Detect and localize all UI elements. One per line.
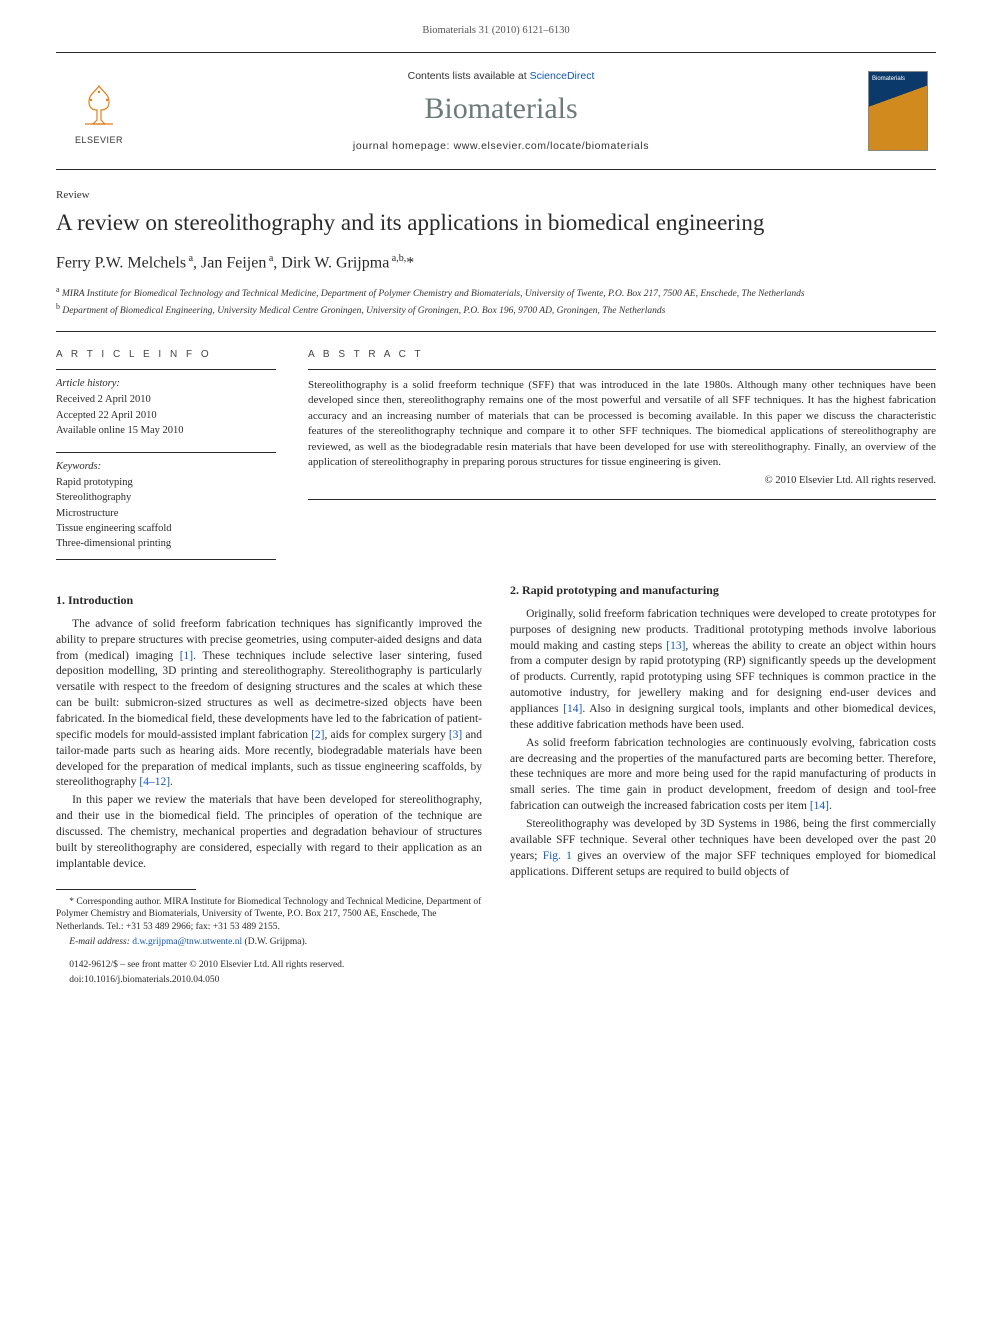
keyword-4: Tissue engineering scaffold (56, 521, 276, 536)
ref-link-1[interactable]: [1] (180, 650, 193, 662)
article-info-column: A R T I C L E I N F O Article history: R… (56, 348, 276, 561)
s2p2-a: As solid freeform fabrication technologi… (510, 737, 936, 812)
section-2-heading: 2. Rapid prototyping and manufacturing (510, 582, 936, 599)
publisher-logo-block: ELSEVIER (56, 53, 142, 169)
email-label: E-mail address: (69, 937, 130, 947)
journal-homepage-line: journal homepage: www.elsevier.com/locat… (353, 139, 649, 153)
author-list: Ferry P.W. Melchels a, Jan Feijen a, Dir… (56, 252, 936, 274)
email-footnote: E-mail address: d.w.grijpma@tnw.utwente.… (56, 936, 482, 949)
s1p1-b: . These techniques include selective las… (56, 650, 482, 741)
ref-link-14b[interactable]: [14] (810, 800, 829, 812)
corresponding-author-footnote: * Corresponding author. MIRA Institute f… (56, 896, 482, 934)
abstract-column: A B S T R A C T Stereolithography is a s… (308, 348, 936, 561)
ref-link-2[interactable]: [2] (311, 729, 324, 741)
corresponding-email-link[interactable]: d.w.grijpma@tnw.utwente.nl (132, 937, 242, 947)
article-info-head: A R T I C L E I N F O (56, 348, 276, 362)
ref-link-14a[interactable]: [14] (563, 703, 582, 715)
running-head: Biomaterials 31 (2010) 6121–6130 (56, 24, 936, 38)
keyword-3: Microstructure (56, 506, 276, 521)
masthead-center: Contents lists available at ScienceDirec… (142, 53, 860, 169)
affiliation-b-text: Department of Biomedical Engineering, Un… (62, 306, 665, 316)
journal-masthead: ELSEVIER Contents lists available at Sci… (56, 52, 936, 170)
cover-label: Biomaterials (872, 75, 924, 83)
publisher-name: ELSEVIER (75, 134, 123, 146)
history-received: Received 2 April 2010 (56, 392, 276, 407)
keyword-5: Three-dimensional printing (56, 536, 276, 551)
email-who: (D.W. Grijpma). (245, 937, 307, 947)
section-2-para-1: Originally, solid freeform fabrication t… (510, 607, 936, 734)
author-1: Ferry P.W. Melchels (56, 254, 186, 271)
doi-line: doi:10.1016/j.biomaterials.2010.04.050 (56, 974, 482, 987)
s1p1-c: , aids for complex surgery (325, 729, 449, 741)
abstract-head: A B S T R A C T (308, 348, 936, 362)
info-abstract-row: A R T I C L E I N F O Article history: R… (56, 331, 936, 561)
author-2-affil: a (266, 253, 273, 264)
section-1-heading: 1. Introduction (56, 592, 482, 609)
homepage-prefix: journal homepage: (353, 140, 454, 152)
author-1-affil: a (186, 253, 193, 264)
affiliation-a-text: MIRA Institute for Biomedical Technology… (62, 289, 805, 299)
ref-link-13[interactable]: [13] (666, 640, 685, 652)
history-online: Available online 15 May 2010 (56, 423, 276, 438)
affiliations: a MIRA Institute for Biomedical Technolo… (56, 284, 936, 319)
sciencedirect-link[interactable]: ScienceDirect (530, 70, 595, 82)
corresponding-star-icon: * (406, 254, 414, 271)
contents-lists-line: Contents lists available at ScienceDirec… (408, 69, 595, 83)
keyword-2: Stereolithography (56, 490, 276, 505)
fig-1-link[interactable]: Fig. 1 (543, 850, 572, 862)
ref-link-3[interactable]: [3] (449, 729, 462, 741)
homepage-url[interactable]: www.elsevier.com/locate/biomaterials (454, 140, 650, 152)
author-3-affil: a,b, (389, 253, 406, 264)
footnote-block: * Corresponding author. MIRA Institute f… (56, 889, 482, 987)
article-title: A review on stereolithography and its ap… (56, 209, 936, 238)
keyword-1: Rapid prototyping (56, 475, 276, 490)
abstract-box: Stereolithography is a solid freeform te… (308, 369, 936, 500)
keywords-label: Keywords: (56, 459, 276, 474)
s2p3-b: gives an overview of the major SFF techn… (510, 850, 936, 878)
front-matter-line: 0142-9612/$ – see front matter © 2010 El… (56, 959, 482, 972)
section-1-para-2: In this paper we review the materials th… (56, 793, 482, 872)
keywords-block: Keywords: Rapid prototyping Stereolithog… (56, 452, 276, 560)
journal-cover-icon: Biomaterials (868, 71, 928, 151)
section-1-para-1: The advance of solid freeform fabricatio… (56, 617, 482, 791)
s2p2-b: . (829, 800, 832, 812)
affiliation-a: a MIRA Institute for Biomedical Technolo… (56, 284, 936, 301)
author-3: Dirk W. Grijpma (281, 254, 389, 271)
author-2: Jan Feijen (201, 254, 266, 271)
footnote-separator (56, 889, 196, 890)
article-type: Review (56, 188, 936, 203)
affiliation-b: b Department of Biomedical Engineering, … (56, 301, 936, 318)
s1p1-e: . (170, 776, 173, 788)
cover-thumbnail-block: Biomaterials (860, 53, 936, 169)
elsevier-tree-icon (71, 76, 127, 132)
journal-name: Biomaterials (424, 89, 577, 130)
section-2-para-3: Stereolithography was developed by 3D Sy… (510, 817, 936, 880)
article-history-block: Article history: Received 2 April 2010 A… (56, 369, 276, 438)
history-label: Article history: (56, 376, 276, 391)
contents-prefix: Contents lists available at (408, 70, 530, 82)
abstract-copyright: © 2010 Elsevier Ltd. All rights reserved… (308, 474, 936, 489)
history-accepted: Accepted 22 April 2010 (56, 408, 276, 423)
article-body: 1. Introduction The advance of solid fre… (56, 582, 936, 986)
ref-link-4-12[interactable]: [4–12] (139, 776, 170, 788)
section-2-para-2: As solid freeform fabrication technologi… (510, 736, 936, 815)
abstract-text: Stereolithography is a solid freeform te… (308, 379, 936, 468)
